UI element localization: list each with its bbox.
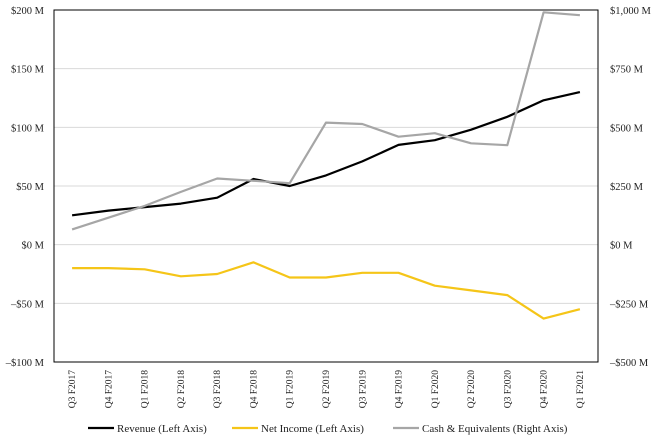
- left-axis-ticks: –$100 M –$50 M $0 M $50 M $100 M $150 M $200 M: [5, 6, 45, 369]
- legend-label: Cash & Equivalents (Right Axis): [422, 423, 568, 435]
- x-axis-tick-label: Q4 F2017: [104, 370, 114, 409]
- right-axis-tick-label: $750 M: [610, 65, 644, 76]
- x-axis-tick-label: Q3 F2018: [213, 370, 223, 409]
- left-axis-tick-label: $150 M: [11, 65, 45, 76]
- series-line-3: [71, 11, 580, 231]
- right-axis-tick-label: $1,000 M: [610, 6, 652, 17]
- x-axis-tick-label: Q1 F2019: [286, 370, 296, 409]
- left-axis-tick-label: –$50 M: [10, 299, 45, 310]
- x-axis-tick-label: Q4 F2018: [249, 370, 259, 409]
- x-axis-tick-label: Q4 F2019: [395, 370, 405, 409]
- right-axis-tick-label: $0 M: [610, 241, 633, 252]
- x-axis-tick-label: Q4 F2020: [540, 370, 550, 409]
- x-axis-tick-label: Q2 F2020: [467, 370, 477, 409]
- left-axis-tick-label: $200 M: [11, 6, 45, 17]
- x-axis-tick-label: Q1 F2020: [431, 370, 441, 409]
- x-axis-tick-label: Q2 F2018: [177, 370, 187, 409]
- left-axis-tick-label: $50 M: [16, 182, 44, 193]
- legend-label: Net Income (Left Axis): [261, 423, 364, 435]
- right-axis-ticks: –$500 M –$250 M $0 M $250 M $500 M $750 M $1,0…: [609, 6, 652, 369]
- gridlines: [54, 9, 598, 363]
- series-lines: [71, 11, 581, 320]
- right-axis-tick-label: $500 M: [610, 123, 644, 134]
- x-axis-tick-label: Q1 F2018: [141, 370, 151, 409]
- legend-label: Revenue (Left Axis): [117, 423, 207, 435]
- right-axis-tick-label: –$250 M: [609, 299, 649, 310]
- legend: Revenue (Left Axis) Net Income (Left Axis…: [88, 423, 568, 435]
- x-axis-ticks: Q3 F2017 Q4 F2017 Q1 F2018 Q2 F2018 Q3 F2018…: [68, 370, 586, 409]
- right-axis-tick-label: $250 M: [610, 182, 644, 193]
- x-axis-tick-label: Q3 F2019: [358, 370, 368, 409]
- right-axis-tick-label: –$500 M: [609, 358, 649, 369]
- x-axis-tick-label: Q2 F2019: [322, 370, 332, 409]
- x-axis-tick-label: Q1 F2021: [576, 370, 586, 409]
- left-axis-tick-label: $0 M: [22, 241, 45, 252]
- plot-area-frame: [53, 9, 599, 363]
- left-axis-tick-label: $100 M: [11, 123, 45, 134]
- left-axis-tick-label: –$100 M: [5, 358, 45, 369]
- series-line-1: [71, 91, 581, 217]
- x-axis-tick-label: Q3 F2017: [68, 370, 78, 409]
- series-line-2: [72, 261, 581, 320]
- x-axis-tick-label: Q3 F2020: [503, 370, 513, 409]
